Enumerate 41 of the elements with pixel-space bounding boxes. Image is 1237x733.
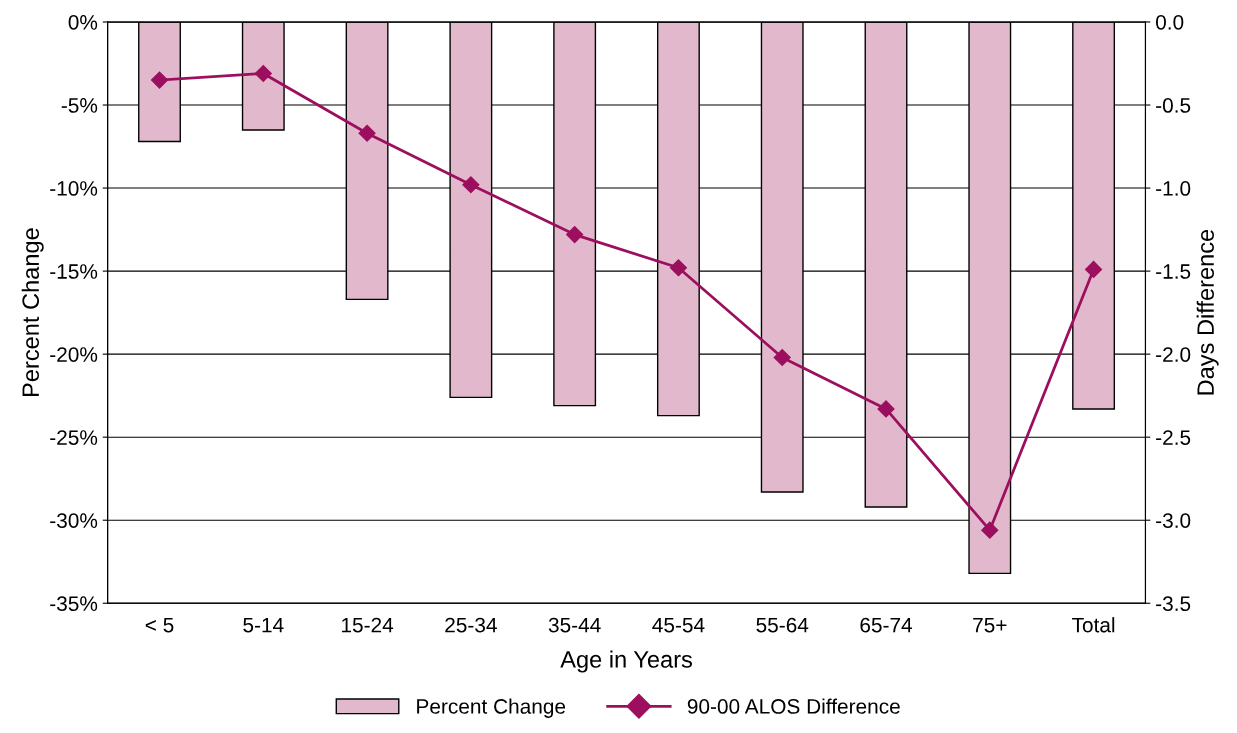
x-tick-label: Total <box>1072 617 1115 633</box>
x-tick-label: 35-44 <box>548 617 601 633</box>
point <box>358 124 376 142</box>
y2-tick-label: -3.5 <box>1156 596 1191 612</box>
x-tick-label: 5-14 <box>243 617 284 633</box>
y2-tick-label: -3.0 <box>1156 513 1191 528</box>
y2-axis-title: Days Difference <box>1196 229 1219 395</box>
y-axis-title: Percent Change <box>21 228 44 396</box>
y2-tick-label: -1.0 <box>1156 181 1191 196</box>
x-tick-label: 15-24 <box>342 617 394 633</box>
y2-tick-label: -2.5 <box>1156 430 1191 445</box>
y2-tick-label: 0.0 <box>1156 14 1184 30</box>
point <box>254 64 272 83</box>
y-tick-label: -15% <box>50 264 98 279</box>
y2-tick-label: -2.0 <box>1156 347 1191 362</box>
point <box>981 521 999 539</box>
point <box>1085 260 1103 278</box>
y-tick-label: -35% <box>50 596 98 612</box>
point <box>566 226 584 244</box>
y-tick-label: 0% <box>68 14 98 30</box>
point <box>669 259 687 277</box>
point <box>877 400 895 418</box>
y-tick-label: -10% <box>50 181 98 196</box>
point <box>773 348 791 367</box>
y-tick-label: -5% <box>61 98 98 113</box>
x-tick-label: 45-54 <box>652 617 705 633</box>
legend-label: 90-00 ALOS Difference <box>687 698 900 714</box>
point <box>150 71 169 89</box>
x-axis-title: Age in Years <box>560 650 692 673</box>
y2-tick-label: -1.5 <box>1156 264 1191 279</box>
y-tick-label: -20% <box>50 347 98 362</box>
legend-label: Percent Change <box>417 698 566 718</box>
point <box>462 176 480 194</box>
x-tick-label: < 5 <box>145 617 174 633</box>
x-tick-label: 25-34 <box>445 617 497 633</box>
y-tick-label: -30% <box>50 513 98 528</box>
x-tick-label: 65-74 <box>860 617 913 633</box>
y2-tick-label: -0.5 <box>1156 98 1191 113</box>
x-tick-label: 55-64 <box>756 617 809 633</box>
y-tick-label: -25% <box>50 430 98 445</box>
x-tick-label: 75+ <box>973 617 1007 633</box>
